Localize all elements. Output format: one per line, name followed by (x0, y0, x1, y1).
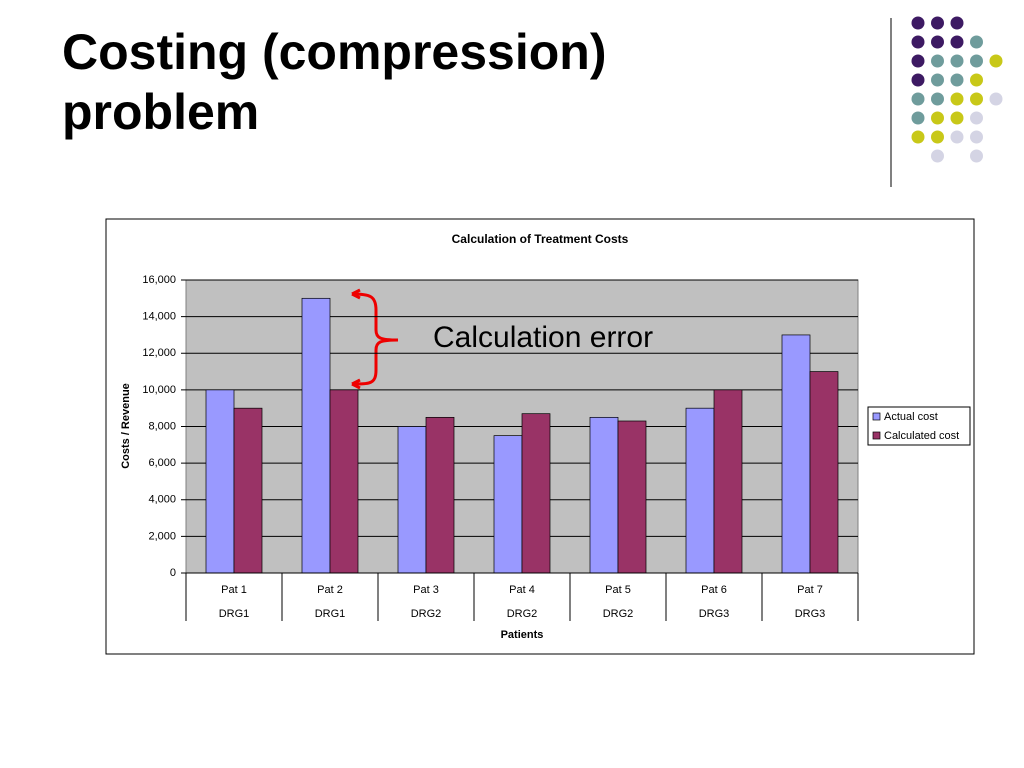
bar (685, 407, 715, 574)
y-tick-label: 4,000 (148, 494, 176, 506)
dot (950, 73, 964, 87)
y-tick-label: 2,000 (148, 530, 176, 542)
group-label: DRG3 (699, 608, 730, 620)
bar (713, 389, 743, 574)
bar (521, 413, 551, 574)
y-tick-label: 12,000 (142, 347, 176, 359)
brace-arrows (351, 288, 361, 390)
group-label: DRG1 (219, 608, 250, 620)
dot (970, 149, 983, 163)
legend-swatch (872, 431, 881, 440)
legend (867, 406, 971, 446)
y-tick-label: 14,000 (142, 311, 176, 323)
y-tick-label: 6,000 (148, 457, 176, 469)
bar (205, 389, 235, 574)
dot (911, 92, 925, 106)
group-label: DRG2 (507, 608, 538, 620)
dot (950, 54, 964, 68)
bar (809, 371, 839, 574)
bar (233, 407, 263, 574)
bar (329, 389, 359, 574)
legend-label: Actual cost (884, 411, 938, 423)
x-tick-label: Pat 7 (797, 584, 823, 596)
dot (931, 16, 944, 30)
y-axis-label: Costs / Revenue (120, 383, 132, 469)
dot (911, 130, 925, 144)
dot (911, 73, 925, 87)
dot (950, 35, 964, 49)
dot (989, 92, 1003, 106)
bar (781, 334, 811, 574)
chart-title: Calculation of Treatment Costs (452, 232, 629, 246)
dot (931, 130, 944, 144)
y-tick-label: 10,000 (142, 384, 176, 396)
y-tick-label: 0 (170, 567, 176, 579)
dot (931, 35, 944, 49)
dot (970, 130, 983, 144)
x-tick-label: Pat 1 (221, 584, 247, 596)
dot (950, 111, 964, 125)
group-label: DRG1 (315, 608, 346, 620)
x-tick-label: Pat 3 (413, 584, 439, 596)
dot (911, 16, 925, 30)
x-axis-label: Patients (501, 629, 544, 641)
legend-label: Calculated cost (884, 430, 959, 442)
dot (931, 54, 944, 68)
dot (970, 35, 983, 49)
dot (931, 73, 944, 87)
dot (950, 16, 964, 30)
group-label: DRG2 (411, 608, 442, 620)
x-tick-label: Pat 2 (317, 584, 343, 596)
bar (617, 420, 647, 574)
dot (970, 111, 983, 125)
slide-title: Costing (compression) problem (62, 24, 607, 140)
decoration (911, 16, 1003, 163)
group-label: DRG2 (603, 608, 634, 620)
dot (911, 54, 925, 68)
dot (931, 149, 944, 163)
dot (950, 92, 964, 106)
bar (397, 426, 427, 574)
x-tick-label: Pat 4 (509, 584, 535, 596)
dot (970, 92, 983, 106)
bar (589, 416, 619, 574)
annotation: Calculation error (433, 321, 653, 354)
dot (950, 130, 964, 144)
y-tick-label: 16,000 (142, 274, 176, 286)
x-tick-label: Pat 5 (605, 584, 631, 596)
x-tick-label: Pat 6 (701, 584, 727, 596)
group-label: DRG3 (795, 608, 826, 620)
legend-swatch (872, 412, 881, 421)
dot (989, 54, 1003, 68)
bar (301, 297, 331, 574)
dot (911, 35, 925, 49)
brace (351, 292, 399, 386)
dot (931, 111, 944, 125)
dot (970, 54, 983, 68)
y-tick-label: 8,000 (148, 420, 176, 432)
dot (970, 73, 983, 87)
bar (425, 416, 455, 574)
dot (931, 92, 944, 106)
bar (493, 435, 523, 574)
dot (911, 111, 925, 125)
